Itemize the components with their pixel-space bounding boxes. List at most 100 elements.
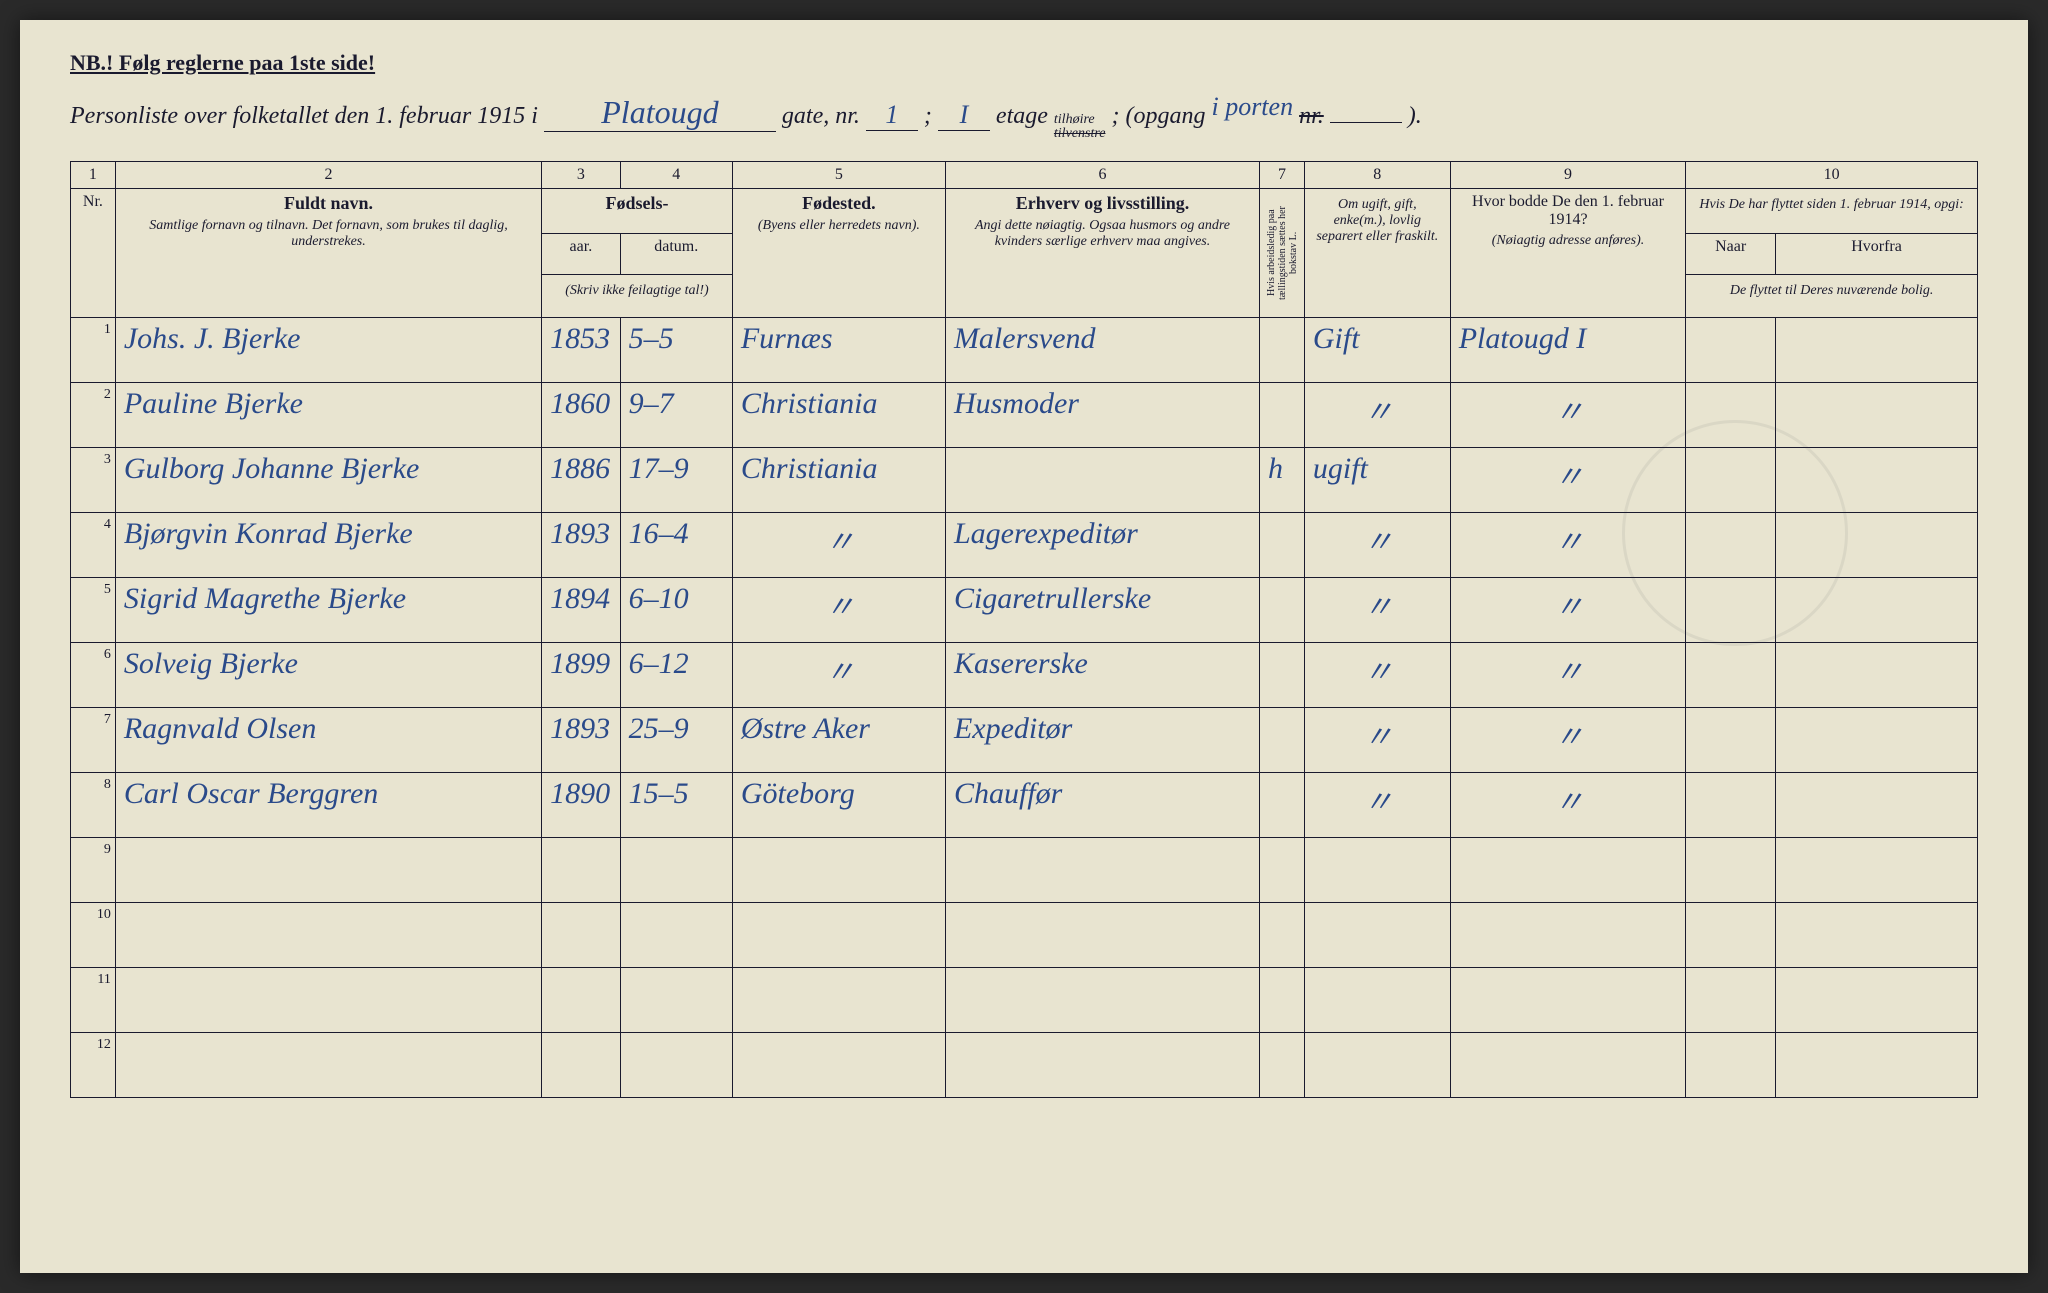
row-nr: 12 (71, 1033, 116, 1098)
cell-name: Sigrid Magrethe Bjerke (115, 578, 541, 643)
cell-naar (1686, 708, 1776, 773)
cell-c7 (1260, 773, 1305, 838)
row-nr: 7 (71, 708, 116, 773)
cell-name: Ragnvald Olsen (115, 708, 541, 773)
cell-status: 〃 (1304, 513, 1450, 578)
gate-nr-hand: 1 (866, 100, 918, 131)
hdr-erhverv-main: Erhverv og livsstilling. (1016, 193, 1190, 213)
hdr-col10: Hvis De har flyttet siden 1. februar 191… (1686, 189, 1978, 234)
cell-address: 〃 (1450, 643, 1686, 708)
cell-c7 (1260, 903, 1305, 968)
hdr-datum: datum. (620, 234, 732, 275)
cell-year (542, 1033, 621, 1098)
cell-occupation (945, 838, 1259, 903)
etage-label: etage (996, 103, 1048, 130)
hdr-erhverv: Erhverv og livsstilling. Angi dette nøia… (945, 189, 1259, 318)
cell-hvorfra (1776, 448, 1978, 513)
cell-name: Johs. J. Bjerke (115, 318, 541, 383)
cell-address: 〃 (1450, 448, 1686, 513)
cell-occupation: Husmoder (945, 383, 1259, 448)
census-table: 1 2 3 4 5 6 7 8 9 10 Nr. Fuldt navn. Sam… (70, 161, 1978, 1098)
cell-status (1304, 1033, 1450, 1098)
hdr-col8: Om ugift, gift, enke(m.), lovlig separer… (1304, 189, 1450, 318)
opgang-hand: i porten (1211, 92, 1293, 122)
row-nr: 4 (71, 513, 116, 578)
cell-hvorfra (1776, 968, 1978, 1033)
hdr-col9-main: Hvor bodde De den 1. februar 1914? (1472, 193, 1664, 228)
hdr-fodested-main: Fødested. (802, 193, 876, 213)
tilvenstre-label: tilvenstre (1054, 127, 1106, 141)
cell-name (115, 838, 541, 903)
cell-name: Bjørgvin Konrad Bjerke (115, 513, 541, 578)
hdr-nr: Nr. (71, 189, 116, 318)
cell-c7 (1260, 383, 1305, 448)
colnum-5: 5 (732, 162, 945, 189)
cell-name: Pauline Bjerke (115, 383, 541, 448)
cell-birthplace: Østre Aker (732, 708, 945, 773)
cell-status: 〃 (1304, 643, 1450, 708)
cell-status: 〃 (1304, 708, 1450, 773)
cell-c7 (1260, 1033, 1305, 1098)
cell-birthplace (732, 838, 945, 903)
cell-hvorfra (1776, 513, 1978, 578)
cell-birthplace (732, 968, 945, 1033)
table-row: 6Solveig Bjerke18996–12〃Kasererske〃〃 (71, 643, 1978, 708)
hdr-fodested-sub: (Byens eller herredets navn). (739, 218, 939, 234)
cell-address: 〃 (1450, 773, 1686, 838)
opgang-nr-blank (1330, 122, 1402, 123)
colnum-1: 1 (71, 162, 116, 189)
cell-c7 (1260, 838, 1305, 903)
semicolon: ; (924, 103, 932, 130)
hdr-col9: Hvor bodde De den 1. februar 1914? (Nøia… (1450, 189, 1686, 318)
hdr-name-main: Fuldt navn. (284, 193, 373, 213)
row-nr: 5 (71, 578, 116, 643)
row-nr: 10 (71, 903, 116, 968)
hdr-col10-text: Hvis De har flyttet siden 1. februar 191… (1692, 197, 1971, 213)
cell-name (115, 1033, 541, 1098)
table-row: 2Pauline Bjerke18609–7ChristianiaHusmode… (71, 383, 1978, 448)
cell-address (1450, 838, 1686, 903)
cell-date (620, 903, 732, 968)
cell-hvorfra (1776, 773, 1978, 838)
cell-address (1450, 1033, 1686, 1098)
title-line: Personliste over folketallet den 1. febr… (70, 94, 1978, 141)
table-row: 8Carl Oscar Berggren189015–5GöteborgChau… (71, 773, 1978, 838)
cell-c7: h (1260, 448, 1305, 513)
cell-address: 〃 (1450, 513, 1686, 578)
colnum-2: 2 (115, 162, 541, 189)
etage-hand: I (938, 100, 990, 131)
table-body: 1Johs. J. Bjerke18535–5FurnæsMalersvendG… (71, 318, 1978, 1098)
cell-year (542, 968, 621, 1033)
cell-naar (1686, 448, 1776, 513)
cell-occupation (945, 903, 1259, 968)
colnum-7: 7 (1260, 162, 1305, 189)
cell-date (620, 968, 732, 1033)
cell-status (1304, 903, 1450, 968)
hdr-col7-text: Hvis arbeidsledig paa tællingstiden sætt… (1266, 193, 1299, 313)
hdr-fodsels: Fødsels- (542, 189, 733, 234)
cell-occupation: Malersvend (945, 318, 1259, 383)
cell-year: 1890 (542, 773, 621, 838)
cell-year: 1893 (542, 708, 621, 773)
cell-status (1304, 968, 1450, 1033)
cell-c7 (1260, 578, 1305, 643)
row-nr: 1 (71, 318, 116, 383)
cell-naar (1686, 838, 1776, 903)
gate-label: gate, nr. (782, 103, 860, 130)
hdr-fodested: Fødested. (Byens eller herredets navn). (732, 189, 945, 318)
cell-status: 〃 (1304, 383, 1450, 448)
cell-date: 9–7 (620, 383, 732, 448)
cell-name: Carl Oscar Berggren (115, 773, 541, 838)
cell-address: 〃 (1450, 383, 1686, 448)
cell-naar (1686, 513, 1776, 578)
cell-year: 1894 (542, 578, 621, 643)
cell-birthplace (732, 903, 945, 968)
cell-hvorfra (1776, 578, 1978, 643)
cell-birthplace: Christiania (732, 448, 945, 513)
cell-hvorfra (1776, 1033, 1978, 1098)
cell-occupation (945, 448, 1259, 513)
cell-occupation: Lagerexpeditør (945, 513, 1259, 578)
cell-status: ugift (1304, 448, 1450, 513)
cell-hvorfra (1776, 383, 1978, 448)
cell-birthplace: Christiania (732, 383, 945, 448)
